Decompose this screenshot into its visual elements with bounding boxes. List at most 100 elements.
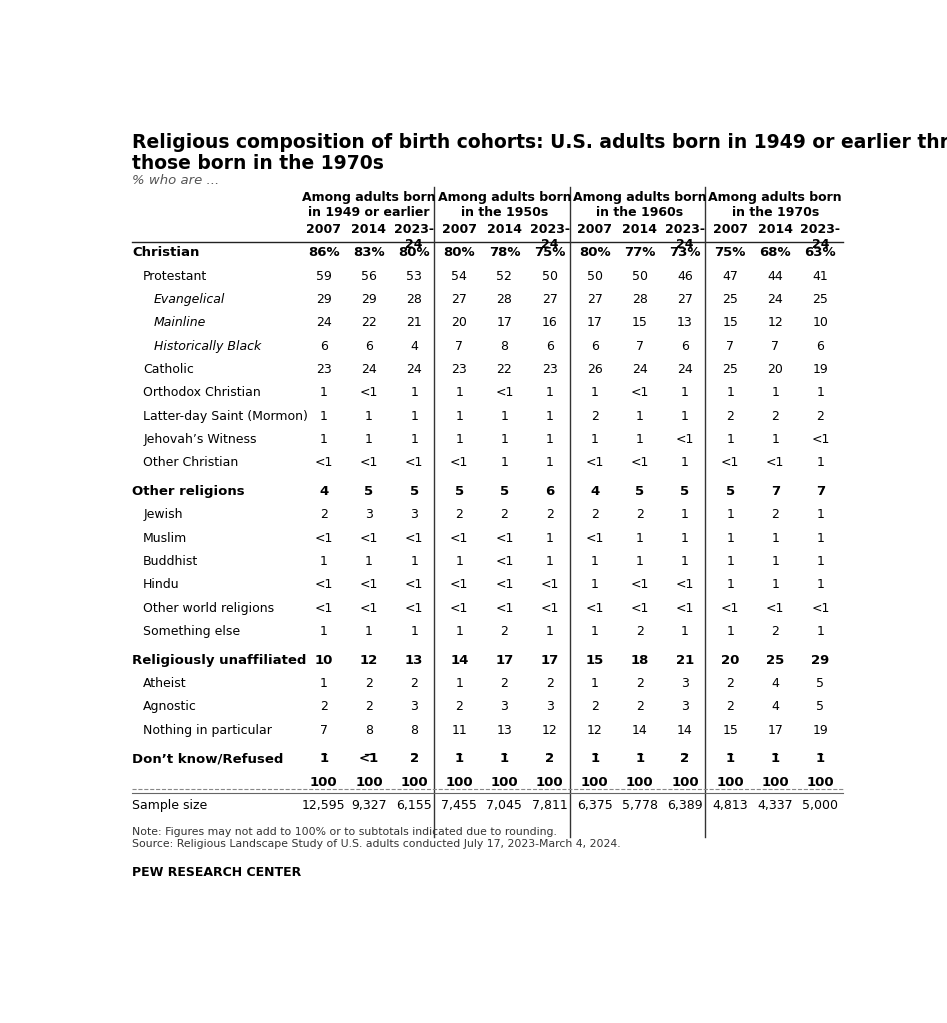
Text: Orthodox Christian: Orthodox Christian (143, 387, 261, 399)
Text: 6,155: 6,155 (396, 799, 432, 812)
Text: <1: <1 (631, 602, 649, 615)
Text: 2: 2 (591, 508, 599, 522)
Text: <1: <1 (405, 532, 423, 544)
Text: 100: 100 (491, 775, 518, 789)
Text: <1: <1 (360, 578, 378, 591)
Text: <1: <1 (676, 602, 694, 615)
Text: 20: 20 (452, 316, 467, 329)
Text: 2014: 2014 (351, 223, 386, 236)
Text: 1: 1 (816, 387, 825, 399)
Text: <1: <1 (450, 456, 469, 470)
Text: 24: 24 (361, 363, 377, 375)
Text: 5,778: 5,778 (622, 799, 658, 812)
Text: 46: 46 (677, 270, 693, 282)
Text: Latter-day Saint (Mormon): Latter-day Saint (Mormon) (143, 409, 308, 422)
Text: <1: <1 (360, 602, 378, 615)
Text: 29: 29 (316, 293, 331, 306)
Text: 1: 1 (726, 578, 734, 591)
Text: 1: 1 (320, 625, 328, 638)
Text: <1: <1 (360, 532, 378, 544)
Text: 63%: 63% (805, 247, 836, 259)
Text: 2: 2 (636, 677, 644, 690)
Text: 54: 54 (452, 270, 467, 282)
Text: <1: <1 (541, 602, 559, 615)
Text: <1: <1 (585, 602, 604, 615)
Text: 1: 1 (591, 433, 599, 446)
Text: Don’t know/Refused: Don’t know/Refused (133, 752, 284, 765)
Text: 25: 25 (723, 293, 738, 306)
Text: 2: 2 (591, 701, 599, 713)
Text: Among adults born
in the 1970s: Among adults born in the 1970s (708, 190, 842, 219)
Text: 2: 2 (772, 508, 779, 522)
Text: 17: 17 (767, 723, 783, 737)
Text: 2: 2 (320, 701, 328, 713)
Text: 13: 13 (677, 316, 693, 329)
Text: 2: 2 (545, 752, 554, 765)
Text: 2007: 2007 (578, 223, 612, 236)
Text: 4: 4 (590, 485, 599, 498)
Text: <1: <1 (676, 578, 694, 591)
Text: 1: 1 (545, 532, 553, 544)
Text: 1: 1 (681, 532, 688, 544)
Text: 7: 7 (726, 340, 734, 353)
Text: 27: 27 (677, 293, 693, 306)
Text: Agnostic: Agnostic (143, 701, 197, 713)
Text: 1: 1 (816, 752, 825, 765)
Text: Note: Figures may not add to 100% or to subtotals indicated due to rounding.
Sou: Note: Figures may not add to 100% or to … (133, 828, 621, 849)
Text: 2023-
24: 2023- 24 (665, 223, 705, 251)
Text: 5: 5 (816, 701, 825, 713)
Text: 3: 3 (410, 508, 418, 522)
Text: 1: 1 (726, 433, 734, 446)
Text: 100: 100 (536, 775, 563, 789)
Text: 2023-
24: 2023- 24 (529, 223, 569, 251)
Text: 1: 1 (320, 554, 328, 568)
Text: 28: 28 (632, 293, 648, 306)
Text: 1: 1 (365, 625, 373, 638)
Text: 6,375: 6,375 (577, 799, 613, 812)
Text: 1: 1 (545, 625, 553, 638)
Text: 80%: 80% (443, 247, 475, 259)
Text: Evangelical: Evangelical (154, 293, 225, 306)
Text: 2007: 2007 (713, 223, 747, 236)
Text: 44: 44 (767, 270, 783, 282)
Text: 1: 1 (681, 409, 688, 422)
Text: 3: 3 (410, 701, 418, 713)
Text: 1: 1 (635, 752, 644, 765)
Text: 13: 13 (496, 723, 512, 737)
Text: <1: <1 (405, 578, 423, 591)
Text: 27: 27 (587, 293, 602, 306)
Text: 1: 1 (725, 752, 735, 765)
Text: 1: 1 (545, 409, 553, 422)
Text: 7: 7 (320, 723, 328, 737)
Text: 83%: 83% (353, 247, 384, 259)
Text: 100: 100 (355, 775, 383, 789)
Text: Nothing in particular: Nothing in particular (143, 723, 272, 737)
Text: 1: 1 (816, 532, 825, 544)
Text: 1: 1 (726, 508, 734, 522)
Text: 6,389: 6,389 (668, 799, 703, 812)
Text: 53: 53 (406, 270, 422, 282)
Text: <1: <1 (766, 602, 784, 615)
Text: those born in the 1970s: those born in the 1970s (133, 153, 384, 173)
Text: 1: 1 (816, 508, 825, 522)
Text: <1: <1 (450, 532, 469, 544)
Text: 29: 29 (812, 654, 830, 667)
Text: 1: 1 (681, 508, 688, 522)
Text: 2014: 2014 (622, 223, 657, 236)
Text: 1: 1 (726, 532, 734, 544)
Text: 17: 17 (587, 316, 602, 329)
Text: 1: 1 (772, 554, 779, 568)
Text: 19: 19 (813, 723, 829, 737)
Text: 10: 10 (813, 316, 829, 329)
Text: 3: 3 (500, 701, 509, 713)
Text: Jewish: Jewish (143, 508, 183, 522)
Text: 50: 50 (587, 270, 602, 282)
Text: 7,045: 7,045 (487, 799, 523, 812)
Text: 24: 24 (406, 363, 422, 375)
Text: 7: 7 (816, 485, 825, 498)
Text: 22: 22 (496, 363, 512, 375)
Text: 2: 2 (500, 677, 509, 690)
Text: 7: 7 (635, 340, 644, 353)
Text: 2: 2 (456, 701, 463, 713)
Text: 25: 25 (723, 363, 738, 375)
